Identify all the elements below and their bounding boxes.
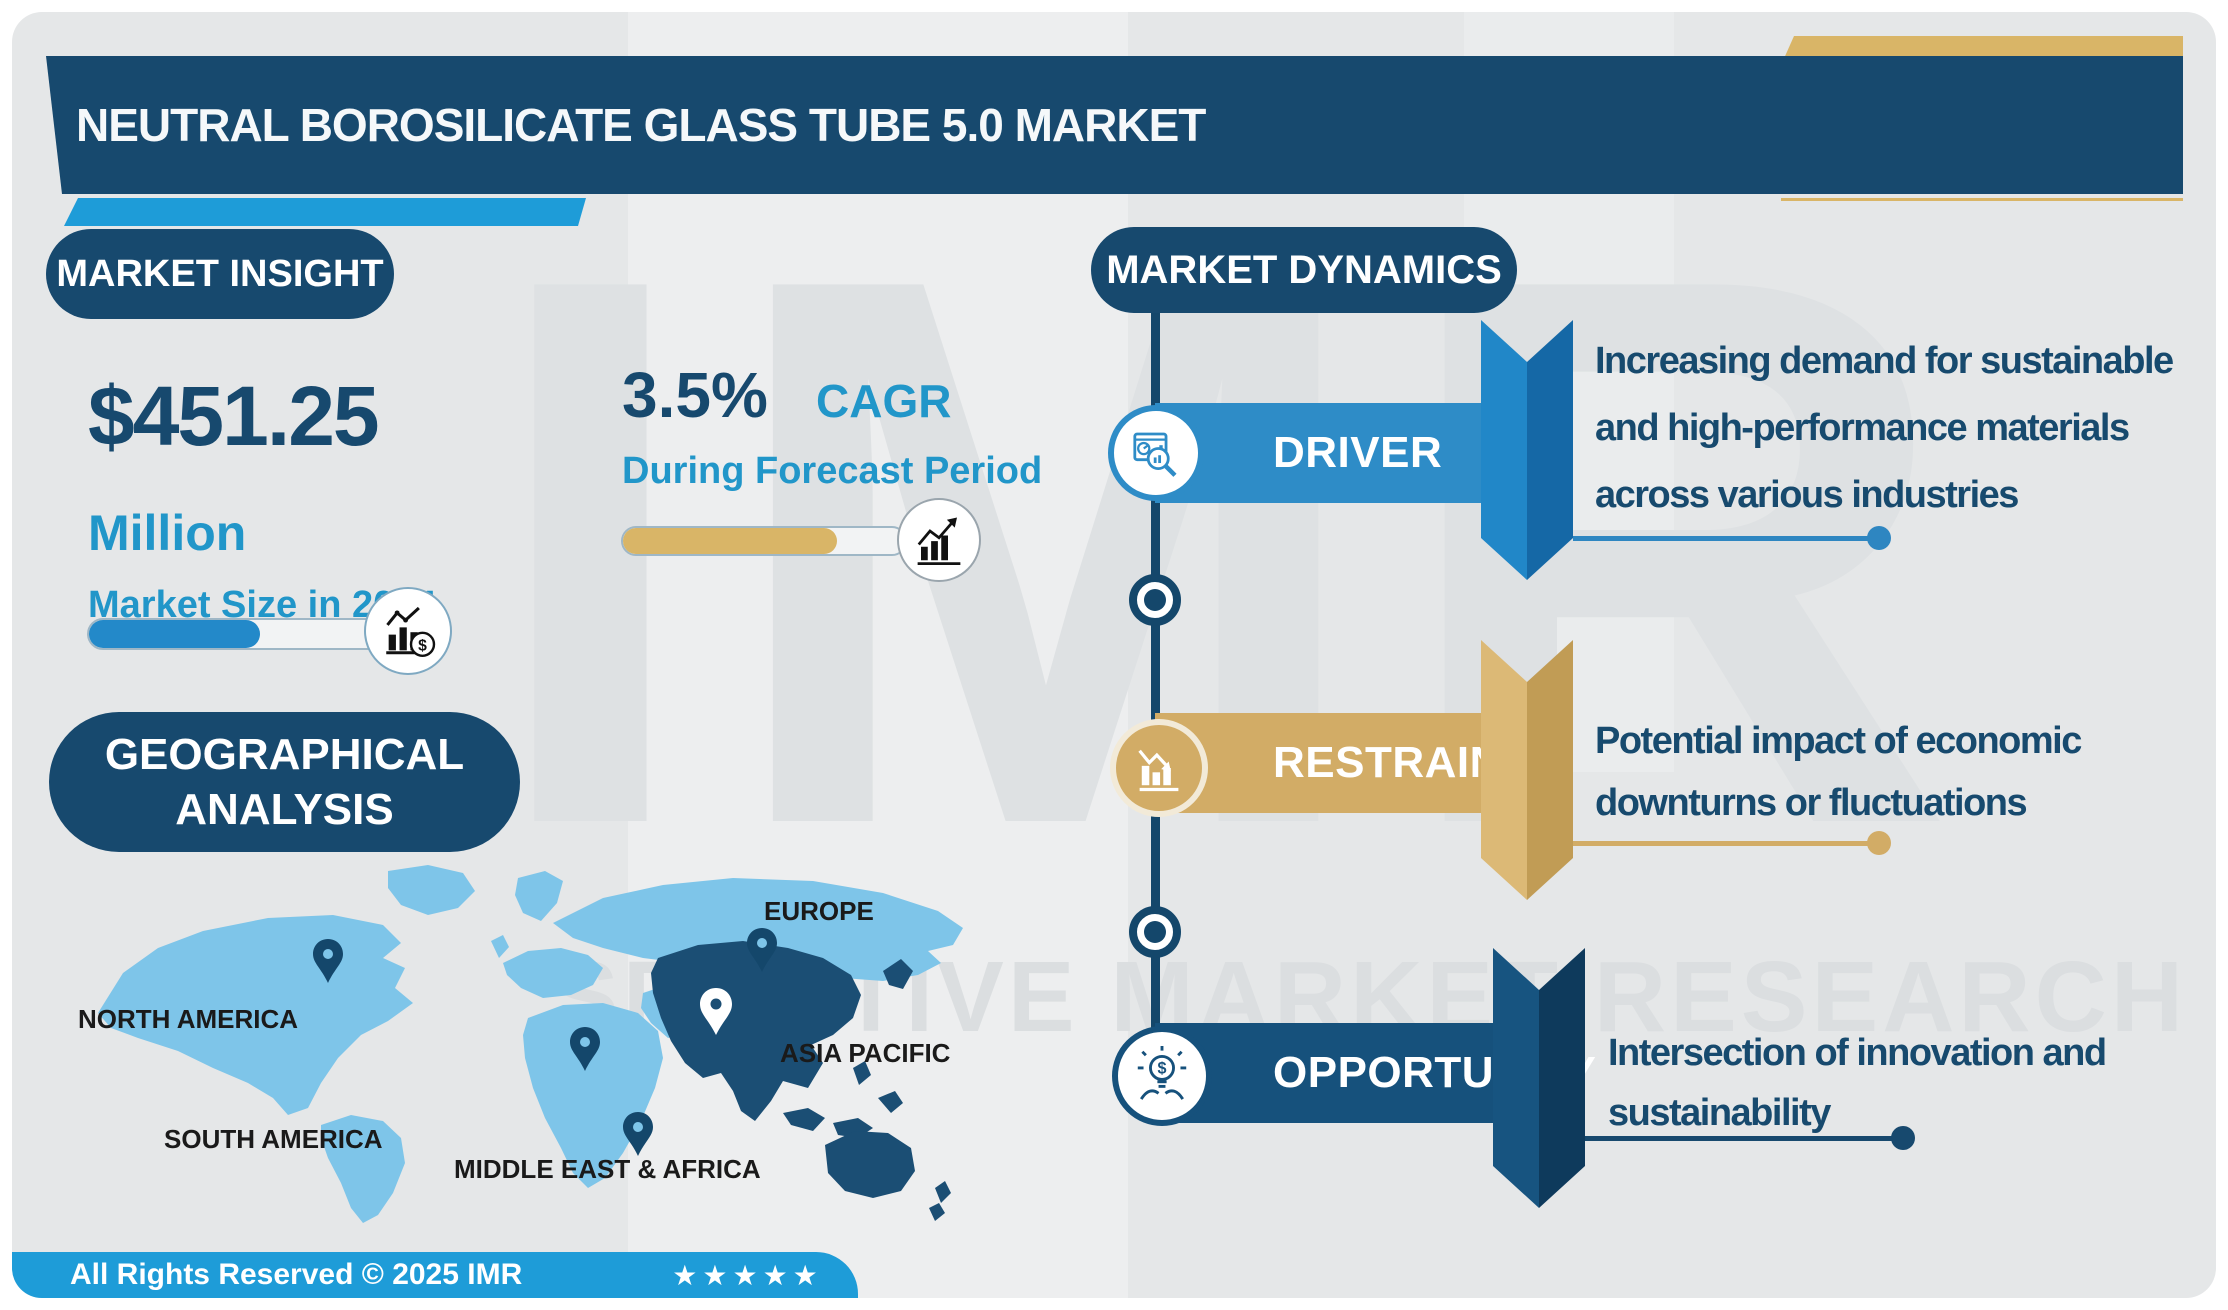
timeline-node — [1129, 906, 1181, 958]
background-band — [628, 12, 1128, 1298]
restraint-ribbon-arrow — [1481, 640, 1573, 900]
rating-stars: ★★★★★ — [672, 1259, 823, 1291]
cagr-value: 3.5% — [622, 359, 768, 431]
opportunity-text: Intersection of innovation and sustainab… — [1608, 1032, 2107, 1134]
map-pin-south-america — [623, 1112, 653, 1156]
restraint-underline-dot — [1867, 831, 1891, 855]
blue-accent-bar — [64, 198, 586, 226]
map-label-middle-east-africa: MIDDLE EAST & AFRICA — [454, 1154, 761, 1184]
title-bar: NEUTRAL BOROSILICATE GLASS TUBE 5.0 MARK… — [46, 56, 2183, 194]
map-label-europe: EUROPE — [764, 896, 874, 926]
driver-label: DRIVER — [1273, 428, 1443, 477]
idea-dollar-icon: $ — [1137, 1046, 1187, 1100]
restraint-text: Potential impact of economic downturns o… — [1595, 720, 2082, 824]
world-map — [98, 865, 963, 1223]
timeline-node — [1129, 574, 1181, 626]
geographical-analysis-badge: GEOGRAPHICAL ANALYSIS — [49, 712, 520, 852]
timeline-line — [1151, 313, 1160, 1078]
market-size-icon-circle: $ — [364, 587, 452, 675]
map-pin-north-america — [313, 939, 343, 983]
analytics-magnifier-icon — [1133, 432, 1177, 477]
driver-ribbon-arrow — [1481, 320, 1573, 580]
driver-underline-dot — [1867, 526, 1891, 550]
geo-badge-line2: ANALYSIS — [175, 785, 394, 834]
market-size-unit: Million — [88, 505, 247, 561]
content-panel: IMR SPECTIVE MARKET RESEARCH NEUTRAL BOR… — [12, 12, 2216, 1298]
map-label-asia-pacific: ASIA PACIFIC — [780, 1038, 951, 1068]
driver-underline — [1573, 536, 1873, 541]
bar-chart-dollar-icon: $ — [386, 606, 436, 657]
opportunity-underline — [1585, 1136, 1897, 1141]
map-pin-middle-east-africa — [570, 1027, 600, 1071]
map-pins — [313, 928, 777, 1156]
market-size-progress-fill — [89, 620, 260, 648]
svg-text:$: $ — [1158, 1060, 1167, 1078]
map-pin-europe — [747, 928, 777, 972]
driver-bar: DRIVER — [1155, 403, 1522, 503]
cagr-caption: During Forecast Period — [622, 450, 1043, 492]
page-title: NEUTRAL BOROSILICATE GLASS TUBE 5.0 MARK… — [76, 99, 1206, 151]
restraint-icon-circle — [1110, 719, 1208, 817]
cagr-progress-fill — [623, 528, 838, 554]
opportunity-ribbon-arrow — [1493, 948, 1585, 1208]
gold-underline — [1781, 198, 2183, 201]
geo-badge-line1: GEOGRAPHICAL — [104, 730, 465, 779]
market-size-value: $451.25 — [88, 369, 380, 463]
map-label-north-america: NORTH AMERICA — [78, 1004, 299, 1034]
market-dynamics-badge: MARKET DYNAMICS — [1091, 227, 1517, 313]
restraint-underline — [1573, 841, 1873, 846]
footer-bar: All Rights Reserved © 2025 IMR ★★★★★ — [12, 1252, 858, 1298]
cagr-label: CAGR — [816, 375, 952, 427]
growth-chart-icon — [917, 517, 961, 566]
driver-text: Increasing demand for sustainable and hi… — [1595, 340, 2174, 516]
declining-chart-icon — [1138, 749, 1179, 792]
map-pin-asia-pacific — [700, 988, 732, 1035]
cagr-icon-circle — [897, 498, 981, 582]
opportunity-icon-circle: $ — [1112, 1026, 1212, 1126]
driver-icon-circle — [1108, 405, 1204, 501]
copyright-text: All Rights Reserved © 2025 IMR — [70, 1258, 523, 1291]
cagr-progress-track — [621, 526, 907, 556]
map-label-south-america: SOUTH AMERICA — [164, 1124, 383, 1154]
restraint-bar: RESTRAINT — [1155, 713, 1529, 813]
market-insight-badge: MARKET INSIGHT — [46, 229, 394, 319]
svg-text:$: $ — [418, 637, 427, 654]
opportunity-underline-dot — [1891, 1126, 1915, 1150]
